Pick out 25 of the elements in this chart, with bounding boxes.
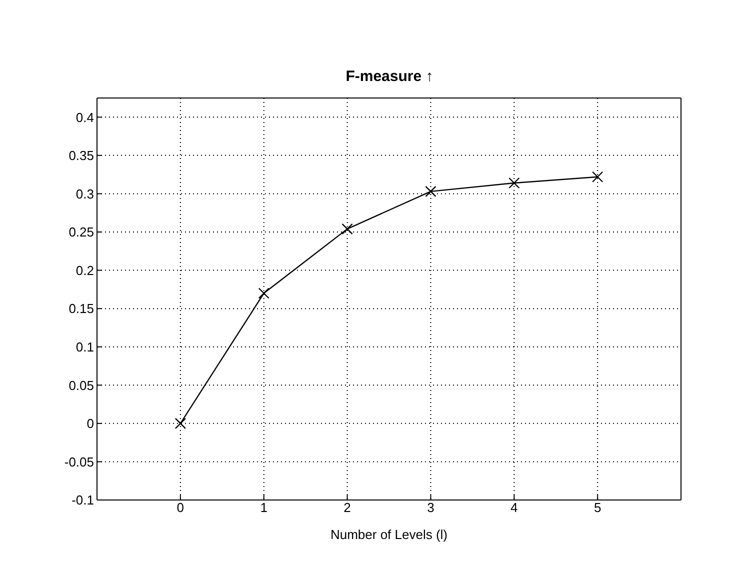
- x-axis-title: Number of Levels (l): [330, 527, 448, 542]
- point: [508, 177, 520, 189]
- point: [425, 186, 436, 198]
- y-tick-label: 0.35: [68, 148, 94, 164]
- y-tick-label: 0: [86, 416, 94, 432]
- x-tick-label: 4: [510, 500, 518, 516]
- x-tick-label: 5: [594, 500, 602, 516]
- point: [342, 223, 353, 235]
- point: [592, 171, 604, 182]
- x-tick-label: 3: [427, 500, 434, 516]
- y-tick-label: 0.15: [68, 301, 94, 316]
- point: [174, 418, 186, 430]
- y-tick-label: 0.25: [68, 224, 94, 240]
- x-tick-label: 1: [260, 500, 268, 516]
- x-tick-label: 0: [176, 500, 184, 516]
- y-tick-label: -0.05: [64, 454, 94, 470]
- y-tick-label: 0.3: [76, 186, 94, 202]
- y-tick-label: 0.4: [76, 110, 94, 125]
- point: [258, 288, 270, 299]
- y-tick-label: -0.1: [72, 492, 94, 508]
- chart-title: F-measure ↑: [344, 68, 434, 85]
- x-tick-label: 2: [344, 500, 351, 516]
- y-tick-label: 0.2: [76, 262, 94, 278]
- y-tick-label: 0.05: [68, 378, 94, 393]
- y-tick-label: 0.1: [76, 339, 94, 354]
